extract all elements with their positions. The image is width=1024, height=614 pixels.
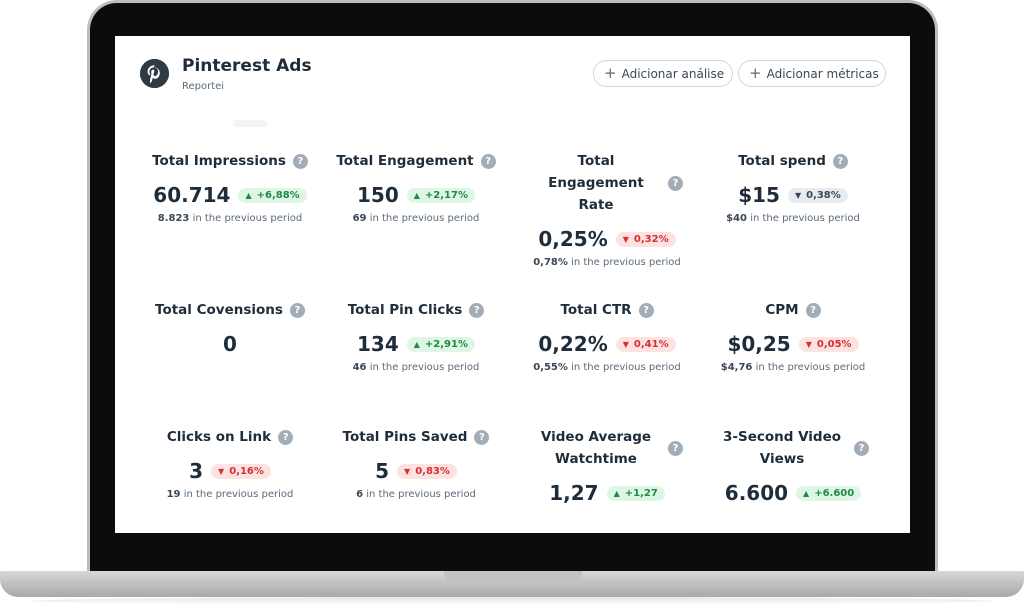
previous-period: 8.823 in the previous period	[157, 213, 303, 224]
app-subtitle: Reportei	[182, 81, 225, 92]
metric-title: Total Covensions	[155, 302, 283, 318]
metric-value: 134	[357, 332, 399, 356]
faint-divider	[233, 120, 267, 127]
change-badge: ▼ 0,16%	[211, 463, 271, 479]
previous-period: 0,55% in the previous period	[533, 362, 681, 373]
arrow-down-icon: ▼	[794, 190, 802, 200]
metric-title: Total Engagement Rate	[548, 153, 644, 213]
metric-title: Clicks on Link	[166, 429, 272, 445]
arrow-up-icon: ▲	[413, 190, 420, 200]
change-badge: ▼ 0,38%	[787, 187, 848, 203]
previous-period: $40 in the previous period	[726, 213, 860, 224]
metric-value: 0,22%	[538, 332, 608, 356]
metric-title: Video Average Watchtime	[540, 429, 652, 467]
arrow-up-icon: ▲	[803, 488, 810, 498]
change-badge: ▼ 0,05%	[798, 336, 859, 352]
metric-card-total-ctr: Total CTR? 0,22% ▼ 0,41% 0,55% in the prev…	[512, 299, 702, 373]
laptop-shadow	[30, 597, 994, 605]
plus-icon: +	[604, 64, 617, 82]
metric-title: 3-Second Video Views	[722, 429, 842, 467]
metric-title: Total Pins Saved	[342, 429, 468, 445]
dashboard-screen: Pinterest Ads Reportei + Adicionar análi…	[115, 36, 910, 533]
add-analysis-button[interactable]: + Adicionar análise	[593, 60, 733, 87]
help-icon[interactable]: ?	[469, 302, 485, 318]
change-badge: ▲ +6.600	[796, 485, 862, 501]
metric-value: 150	[357, 183, 399, 207]
metric-title: Total spend	[738, 153, 826, 169]
arrow-up-icon: ▲	[413, 339, 420, 349]
metric-value: 1,27	[549, 481, 599, 505]
metric-title: Total Engagement	[336, 153, 474, 169]
metric-card-total-engagement: Total Engagement? 150 ▲ +2,17% 69 in the p…	[321, 150, 511, 224]
metric-value: $15	[738, 183, 780, 207]
arrow-up-icon: ▲	[245, 190, 252, 200]
metric-value: 5	[375, 459, 390, 483]
help-icon[interactable]: ?	[289, 302, 305, 318]
metric-title: Total Impressions	[152, 153, 286, 169]
arrow-down-icon: ▼	[805, 339, 812, 349]
metric-card-video-average-watchtime: Video Average Watchtime? 1,27 ▲ +1,27	[512, 426, 702, 505]
metric-title: Total CTR	[560, 302, 632, 318]
change-badge: ▲ +6,88%	[238, 187, 307, 203]
previous-period: 46 in the previous period	[352, 362, 480, 373]
add-metrics-button[interactable]: + Adicionar métricas	[738, 60, 886, 87]
dashboard-header: Pinterest Ads Reportei + Adicionar análi…	[115, 36, 910, 116]
metric-value: 6.600	[724, 481, 789, 505]
metric-value: 0	[223, 332, 237, 356]
help-icon[interactable]: ?	[668, 440, 683, 456]
app-title: Pinterest Ads	[182, 56, 312, 76]
previous-period: $4,76 in the previous period	[720, 362, 866, 373]
change-badge: ▲ +2,91%	[406, 336, 475, 352]
add-analysis-label: Adicionar análise	[621, 66, 725, 81]
help-icon[interactable]: ?	[668, 175, 683, 191]
previous-period: 19 in the previous period	[166, 489, 294, 500]
arrow-down-icon: ▼	[622, 234, 629, 244]
metric-card-total-pins-saved: Total Pins Saved? 5 ▼ 0,83% 6 in the previ…	[321, 426, 511, 500]
metric-card-clicks-on-link: Clicks on Link? 3 ▼ 0,16% 19 in the previo…	[135, 426, 325, 500]
previous-period: 69 in the previous period	[352, 213, 480, 224]
metric-title: Total Pin Clicks	[347, 302, 463, 318]
previous-period: 6 in the previous period	[356, 489, 476, 500]
metric-card-total-spend: Total spend? $15 ▼ 0,38% $40 in the previo…	[698, 150, 888, 224]
change-badge: ▲ +1,27	[606, 485, 665, 501]
metric-value: 0,25%	[538, 227, 608, 251]
metric-card-total-pin-clicks: Total Pin Clicks? 134 ▲ +2,91% 46 in the p…	[321, 299, 511, 373]
help-icon[interactable]: ?	[480, 153, 496, 169]
change-badge: ▼ 0,32%	[615, 231, 676, 247]
metric-value: 60.714	[153, 183, 231, 207]
help-icon[interactable]: ?	[278, 429, 294, 445]
add-metrics-label: Adicionar métricas	[766, 66, 879, 81]
help-icon[interactable]: ?	[854, 440, 869, 456]
arrow-down-icon: ▼	[404, 466, 411, 476]
metric-value: $0,25	[727, 332, 791, 356]
metric-value: 3	[189, 459, 204, 483]
previous-period: 0,78% in the previous period	[533, 257, 681, 268]
change-badge: ▼ 0,83%	[397, 463, 457, 479]
metric-card-total-engagement-rate: Total Engagement Rate? 0,25% ▼ 0,32% 0,78%…	[512, 150, 702, 268]
arrow-down-icon: ▼	[622, 339, 629, 349]
help-icon[interactable]: ?	[292, 153, 308, 169]
help-icon[interactable]: ?	[474, 429, 490, 445]
plus-icon: +	[749, 64, 762, 82]
arrow-down-icon: ▼	[218, 466, 225, 476]
help-icon[interactable]: ?	[832, 153, 848, 169]
change-badge: ▼ 0,41%	[615, 336, 676, 352]
metric-title: CPM	[765, 302, 799, 318]
help-icon[interactable]: ?	[638, 302, 654, 318]
pinterest-logo-icon	[140, 59, 169, 88]
laptop-notch	[444, 571, 582, 583]
change-badge: ▲ +2,17%	[406, 187, 475, 203]
metric-card-3-second-video-views: 3-Second Video Views? 6.600 ▲ +6.600	[698, 426, 888, 505]
metric-card-total-impressions: Total Impressions? 60.714 ▲ +6,88% 8.823 i…	[135, 150, 325, 224]
metric-card-cpm: CPM? $0,25 ▼ 0,05% $4,76 in the previous p…	[698, 299, 888, 373]
metric-card-total-conversions: Total Covensions? 0	[135, 299, 325, 356]
arrow-up-icon: ▲	[613, 488, 620, 498]
help-icon[interactable]: ?	[805, 302, 821, 318]
